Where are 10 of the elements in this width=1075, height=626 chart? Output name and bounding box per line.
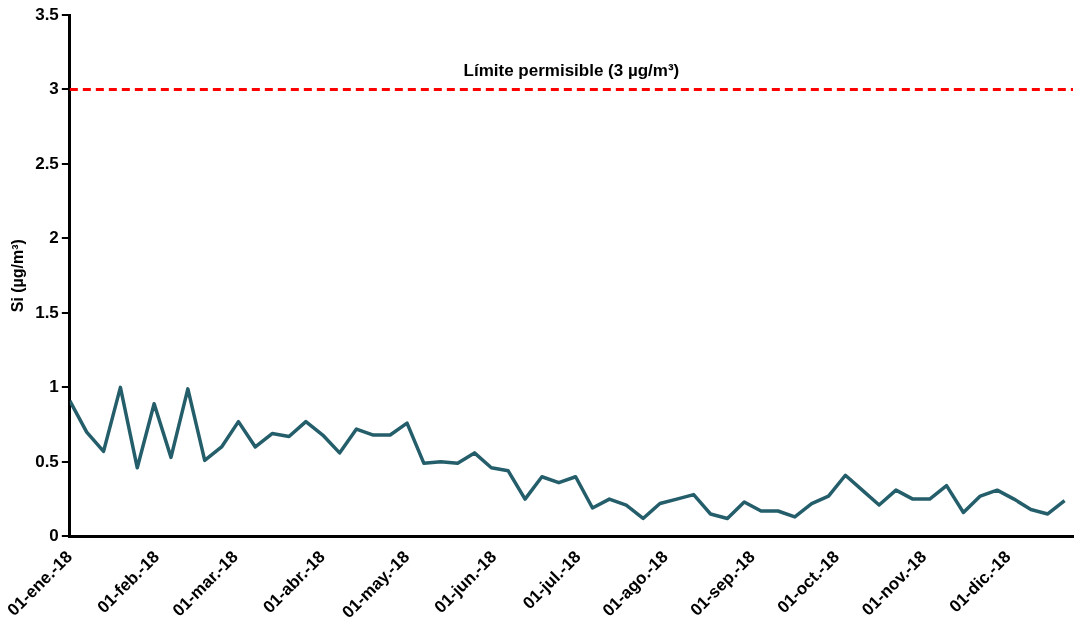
y-tick-label: 1.5 bbox=[35, 302, 59, 322]
y-tick-label: 2 bbox=[49, 228, 59, 248]
y-tick-label: 0 bbox=[49, 526, 59, 546]
y-axis-title: Si (µg/m³) bbox=[9, 239, 27, 313]
y-tick-label: 2.5 bbox=[35, 153, 59, 173]
ref-line-label: Límite permisible (3 µg/m³) bbox=[463, 60, 680, 80]
y-tick-label: 0.5 bbox=[35, 451, 59, 471]
y-tick-label: 1 bbox=[49, 377, 59, 397]
y-tick-label: 3.5 bbox=[35, 4, 59, 24]
y-tick-label: 3 bbox=[49, 79, 59, 99]
